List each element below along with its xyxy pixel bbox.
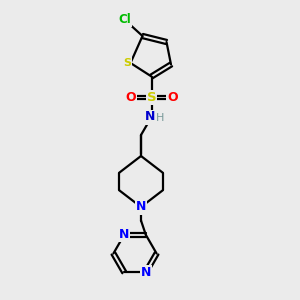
Text: O: O [167,91,178,104]
Text: N: N [145,110,155,124]
Text: S: S [123,58,131,68]
Text: N: N [141,266,151,279]
Text: N: N [119,228,129,241]
Text: H: H [156,113,165,123]
Text: S: S [147,91,156,104]
Text: Cl: Cl [118,13,131,26]
Text: N: N [136,200,146,214]
Text: O: O [125,91,136,104]
